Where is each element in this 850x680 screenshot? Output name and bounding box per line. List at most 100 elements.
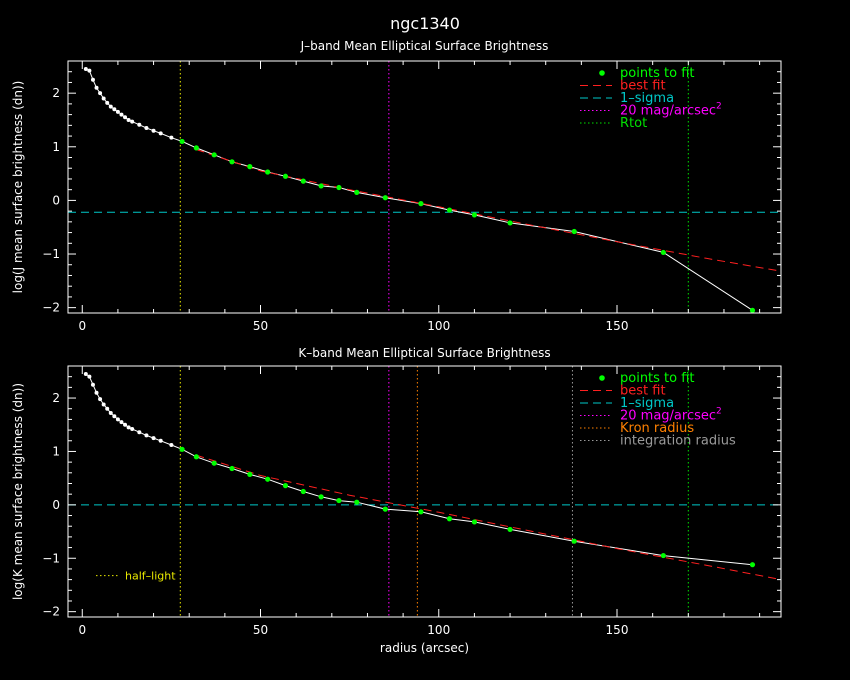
fit-point <box>382 506 388 512</box>
fit-point <box>193 454 199 460</box>
profile-point <box>108 410 113 415</box>
fit-point <box>507 526 513 533</box>
x-tick-label: 50 <box>253 623 268 637</box>
legend-label: 1–sigma <box>620 91 674 106</box>
x-tick-label: 100 <box>427 623 450 637</box>
profile-point <box>105 100 110 105</box>
fit-point <box>193 145 199 151</box>
fit-point <box>179 446 185 452</box>
fit-point <box>571 228 577 235</box>
profile-point <box>87 374 92 379</box>
legend-label-text: best fit <box>620 384 666 399</box>
profile-point <box>119 420 124 425</box>
x-tick-label: 100 <box>427 319 450 333</box>
y-tick-label: 2 <box>52 86 60 100</box>
profile-point <box>94 390 99 395</box>
plot-area <box>68 61 781 313</box>
fit-point <box>300 178 306 184</box>
figure-title: ngc1340 <box>390 14 460 33</box>
half-light-annotation: half–light <box>125 570 176 583</box>
fit-point <box>229 465 235 472</box>
fit-point <box>247 164 253 170</box>
fit-point <box>282 483 289 489</box>
profile-point <box>90 77 95 82</box>
profile-point <box>123 422 128 427</box>
legend-label: points to fit <box>620 371 695 386</box>
fit-point <box>382 195 388 201</box>
profile-point <box>169 135 174 140</box>
y-tick-label: 0 <box>52 193 60 207</box>
profile-point <box>130 427 135 432</box>
fit-point <box>211 152 217 158</box>
best-fit-line <box>196 454 781 581</box>
profile-point <box>101 402 106 407</box>
y-tick-label: −1 <box>42 551 60 565</box>
profile-point <box>130 119 135 124</box>
profile-point <box>158 438 163 443</box>
y-tick-label: −2 <box>42 605 60 619</box>
profile-point <box>123 115 128 120</box>
fit-point <box>179 138 185 145</box>
x-tick-label: 150 <box>606 623 629 637</box>
fit-point <box>229 159 235 165</box>
fit-point <box>660 552 666 559</box>
fit-point <box>446 516 453 522</box>
y-axis-label: log(J mean surface brightness (dn)) <box>11 81 25 294</box>
profile-point <box>137 122 142 127</box>
legend-label-text: points to fit <box>620 66 695 81</box>
y-tick-label: 1 <box>52 444 60 458</box>
legend-label-text: Rtot <box>620 116 647 131</box>
legend-label: integration radius <box>620 434 736 449</box>
plot-frame <box>67 365 782 618</box>
legend-label: Rtot <box>620 116 647 131</box>
legend-marker <box>599 375 605 381</box>
profile-point <box>126 425 131 430</box>
profile-point <box>98 397 103 402</box>
fit-point <box>471 212 478 218</box>
legend-label-text: points to fit <box>620 371 695 386</box>
fit-point <box>446 207 453 213</box>
fit-point <box>336 184 342 191</box>
panel-title: J–band Mean Elliptical Surface Brightnes… <box>300 39 549 53</box>
plot-frame <box>67 60 782 314</box>
y-tick-label: −2 <box>42 301 60 315</box>
profile-point <box>115 417 120 422</box>
profile-point <box>144 433 149 438</box>
legend-label-superscript: 2 <box>716 407 722 417</box>
profile-point <box>112 107 117 112</box>
fit-point <box>247 471 253 478</box>
profile-point <box>119 112 124 117</box>
profile-point <box>98 91 103 96</box>
profile-point <box>101 96 106 101</box>
legend-label: best fit <box>620 79 666 94</box>
k-band-panel: K–band Mean Elliptical Surface Brightnes… <box>11 346 782 655</box>
legend-label-text: integration radius <box>620 434 736 449</box>
legend-label: 1–sigma <box>620 396 674 411</box>
j-band-panel: J–band Mean Elliptical Surface Brightnes… <box>11 39 782 333</box>
x-axis-label: radius (arcsec) <box>380 641 469 655</box>
profile-point <box>115 109 120 114</box>
y-tick-label: 2 <box>52 391 60 405</box>
legend-label-text: 1–sigma <box>620 91 674 106</box>
legend-label: 20 mag/arcsec2 <box>620 102 722 119</box>
profile-point <box>169 443 174 448</box>
profile-point <box>83 67 88 72</box>
profile-point <box>108 104 113 109</box>
legend-label-text: best fit <box>620 79 666 94</box>
profile-point <box>87 68 92 73</box>
legend-label-text: 20 mag/arcsec <box>620 104 716 119</box>
profile-point <box>158 131 163 136</box>
fit-point <box>354 499 360 505</box>
profile-point <box>137 430 142 435</box>
fit-point <box>571 538 577 544</box>
y-tick-label: 0 <box>52 498 60 512</box>
legend-label-text: 1–sigma <box>620 396 674 411</box>
legend-label-text: 20 mag/arcsec <box>620 409 716 424</box>
profile-point <box>151 436 156 441</box>
fit-point <box>211 460 217 466</box>
fit-point <box>354 189 360 195</box>
x-tick-label: 50 <box>253 319 268 333</box>
fit-point <box>300 488 306 495</box>
y-tick-label: 1 <box>52 140 60 154</box>
